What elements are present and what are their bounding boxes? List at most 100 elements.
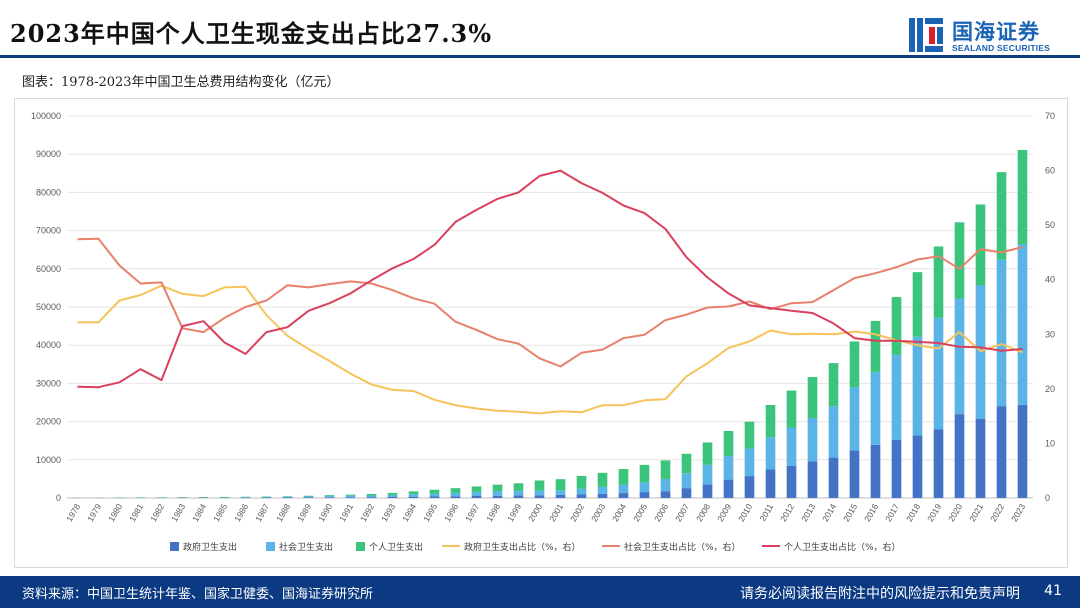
bar-social <box>807 418 818 462</box>
bar-personal <box>492 484 503 492</box>
y-tick-label: 40000 <box>36 340 61 350</box>
x-tick-label: 2017 <box>883 502 901 524</box>
bar-personal <box>954 222 965 299</box>
bar-personal <box>471 486 482 492</box>
x-tick-label: 1993 <box>379 502 397 524</box>
x-tick-label: 2000 <box>526 502 544 524</box>
x-tick-label: 2021 <box>967 502 985 524</box>
x-tick-label: 1978 <box>64 502 82 524</box>
logo-text-en: SEALAND SECURITIES <box>952 43 1051 53</box>
x-tick-label: 1986 <box>232 502 250 524</box>
bar-gov <box>555 494 566 498</box>
bar-social <box>366 495 377 498</box>
bar-personal <box>618 469 629 485</box>
bar-social <box>891 354 902 440</box>
x-tick-label: 2020 <box>946 502 964 524</box>
x-tick-label: 2006 <box>652 502 670 524</box>
bar-gov <box>933 429 944 498</box>
bar-social <box>702 464 713 485</box>
x-tick-label: 1980 <box>106 502 124 524</box>
bar-social <box>324 496 335 498</box>
bar-social <box>261 497 272 498</box>
bar-personal <box>282 496 293 497</box>
bar-social <box>471 491 482 496</box>
legend-swatch <box>356 542 365 551</box>
footer-source: 资料来源：中国卫生统计年鉴、国家卫健委、国海证券研究所 <box>22 587 374 602</box>
bar-personal <box>555 479 566 491</box>
x-tick-label: 1994 <box>400 502 418 524</box>
bar-social <box>849 387 860 451</box>
y-tick-label: 60000 <box>36 264 61 274</box>
bar-gov <box>744 476 755 498</box>
company-logo: 国海证券 SEALAND SECURITIES <box>908 14 1058 58</box>
y-tick-label: 100000 <box>31 111 61 121</box>
bar-gov <box>513 495 524 498</box>
bar-social <box>618 484 629 494</box>
header-divider <box>0 55 1080 58</box>
x-tick-label: 1990 <box>316 502 334 524</box>
footer-bar: 资料来源：中国卫生统计年鉴、国家卫健委、国海证券研究所 请务必阅读报告附注中的风… <box>0 576 1080 608</box>
bar-social <box>870 371 881 445</box>
legend-label: 个人卫生支出 <box>369 541 423 553</box>
bar-gov <box>366 497 377 498</box>
bar-gov <box>870 444 881 498</box>
chart-container: 0 10000 20000 30000 40000 50000 60000 70000 8000… <box>14 98 1068 568</box>
legend-label: 政府卫生支出占比（%，右） <box>464 541 581 553</box>
bar-gov <box>597 493 608 498</box>
bar-personal <box>534 480 545 491</box>
bar-social <box>660 478 671 492</box>
bar-social <box>450 492 461 497</box>
bar-social <box>534 490 545 496</box>
x-tick-label: 2005 <box>631 502 649 524</box>
bar-social <box>429 493 440 497</box>
bar-social <box>597 486 608 494</box>
y-tick-label: 20000 <box>36 417 61 427</box>
bar-personal <box>324 495 335 497</box>
x-tick-label: 2023 <box>1009 502 1027 524</box>
line-personal-share <box>77 169 1023 389</box>
bar-personal <box>933 246 944 318</box>
bar-gov <box>660 491 671 498</box>
y-tick-label: 80000 <box>36 187 61 197</box>
x-tick-label: 2012 <box>778 502 796 524</box>
bar-gov <box>828 457 839 498</box>
bar-social <box>492 491 503 496</box>
x-tick-label: 2019 <box>925 502 943 524</box>
x-tick-label: 2003 <box>589 502 607 524</box>
x-tick-label: 1992 <box>358 502 376 524</box>
x-tick-label: 1989 <box>295 502 313 524</box>
sealand-logo-icon <box>909 18 943 52</box>
bar-social <box>282 496 293 498</box>
bar-personal <box>912 272 923 337</box>
bar-social <box>765 437 776 470</box>
logo-text-cn: 国海证券 <box>952 20 1040 44</box>
bar-gov <box>912 435 923 498</box>
bar-personal <box>366 493 377 496</box>
bar-gov <box>387 496 398 498</box>
bar-gov <box>996 406 1007 498</box>
x-tick-label: 1984 <box>190 502 208 524</box>
y2-tick-label: 20 <box>1045 384 1055 394</box>
bar-social <box>1017 244 1028 405</box>
x-tick-label: 2016 <box>862 502 880 524</box>
bar-personal <box>387 492 398 495</box>
legend-label: 社会卫生支出 <box>279 541 333 553</box>
x-tick-label: 2001 <box>547 502 565 524</box>
bar-gov <box>975 419 986 498</box>
line-social-share <box>77 237 1023 368</box>
bar-personal <box>870 320 881 372</box>
x-tick-label: 1979 <box>85 502 103 524</box>
bar-personal <box>513 483 524 491</box>
legend-label: 社会卫生支出占比（%，右） <box>624 541 741 553</box>
bar-gov <box>807 461 818 498</box>
bar-social <box>786 427 797 466</box>
page-title: 2023年中国个人卫生现金支出占比27.3% <box>10 19 493 48</box>
bar-personal <box>450 488 461 493</box>
bar-social <box>744 448 755 477</box>
bar-personal <box>744 421 755 449</box>
bar-social <box>345 495 356 498</box>
bar-gov <box>471 495 482 498</box>
bar-personal <box>765 405 776 438</box>
bar-personal <box>576 475 587 489</box>
y-tick-label: 50000 <box>36 302 61 312</box>
